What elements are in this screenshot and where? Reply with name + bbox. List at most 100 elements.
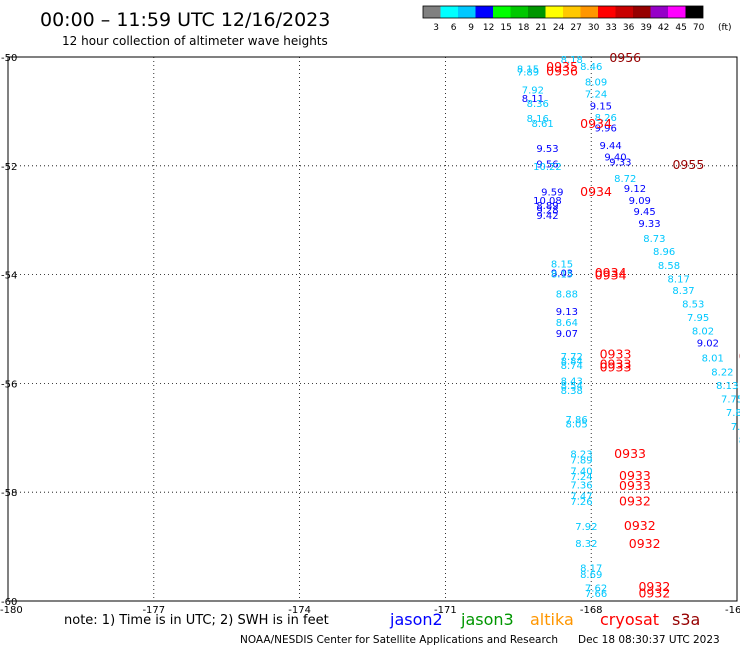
legend-label: 6 — [451, 23, 457, 33]
pass-time-label: 0936 — [546, 64, 578, 79]
swh-point: 8.69 — [580, 570, 602, 581]
satellite-s3a: s3a — [672, 610, 700, 629]
footer-note: note: 1) Time is in UTC; 2) SWH is in fe… — [64, 613, 329, 628]
swh-point: 8.58 — [658, 261, 680, 272]
swh-point: 8.73 — [643, 234, 665, 245]
y-tick-label: -58 — [1, 488, 17, 499]
swh-point: 7.86 — [565, 415, 587, 426]
swh-point: 8.05 — [565, 420, 587, 431]
pass-time-label: 0932 — [638, 579, 670, 594]
swh-point: 7.86 — [726, 408, 740, 419]
swh-point: 8.26 — [595, 113, 617, 124]
pass-time-label: 0934 — [595, 268, 627, 283]
pass-time-label: 0933 — [600, 360, 632, 375]
x-tick-label: -177 — [142, 605, 165, 616]
swh-point: 9.33 — [638, 219, 660, 230]
swh-point: 8.16 — [527, 114, 549, 125]
pass-time-label: 0933 — [619, 468, 651, 483]
legend-swatch — [528, 6, 546, 18]
pass-time-label: 0934 — [595, 265, 627, 280]
swh-point: 8.84 — [561, 357, 583, 368]
legend-label: 18 — [518, 23, 530, 33]
swh-point: 8.32 — [575, 539, 597, 550]
legend-label: 36 — [623, 23, 635, 33]
swh-point: 8.17 — [580, 563, 602, 574]
legend-label: 70 — [693, 23, 705, 33]
wave-height-points: 8.188.468.157.898.097.92 7.248.118.36 9.15… — [517, 55, 740, 600]
swh-point: 7.62 — [585, 583, 607, 594]
swh-point: 9.28 — [536, 205, 558, 216]
legend-label: 3 — [433, 23, 439, 33]
legend-swatch — [545, 6, 563, 18]
legend-label: 39 — [640, 23, 652, 33]
x-tick-label: -180 — [0, 605, 23, 616]
swh-point: 8.15 — [551, 270, 573, 281]
swh-point: 7.66 — [585, 589, 607, 600]
legend-swatch — [423, 6, 441, 18]
satellite-cryosat: cryosat — [600, 610, 659, 629]
swh-point: 8.61 — [531, 119, 553, 130]
pass-time-label: 0956 — [609, 50, 641, 65]
swh-point: 7.40 — [570, 466, 592, 477]
x-tick-label: -168 — [580, 605, 603, 616]
swh-point: 7.24 — [570, 472, 592, 483]
swh-point: 7.24 — [585, 89, 607, 100]
swh-point: 8.96 — [653, 247, 675, 258]
legend-label: 15 — [500, 23, 511, 33]
footer-generated: Dec 18 08:30:37 UTC 2023 — [578, 634, 720, 646]
x-tick-label: -171 — [434, 605, 457, 616]
swh-point: 8.38 — [561, 386, 583, 397]
satellite-legend: jason2 jason3 altika cryosat s3a — [389, 610, 700, 629]
legend-label: 9 — [468, 23, 474, 33]
satellite-jason2: jason2 — [389, 610, 443, 629]
legend-label: 24 — [553, 23, 565, 33]
swh-point: 9.42 — [536, 211, 558, 222]
legend-swatch — [580, 6, 598, 18]
swh-point: 9.03 — [551, 268, 573, 279]
swh-point: 9.02 — [697, 339, 719, 350]
swh-point: 8.36 — [527, 99, 549, 110]
satellite-altika: altika — [530, 610, 574, 629]
pass-time-label: 0932 — [624, 518, 656, 533]
pass-time-label: 0932 — [638, 585, 670, 600]
swh-point: 8.15 — [551, 260, 573, 271]
swh-point: 8.15 — [517, 64, 539, 75]
pass-time-label: 0932 — [619, 493, 651, 508]
pass-time-label: 0934 — [580, 184, 612, 199]
swh-point: 8.88 — [556, 290, 578, 301]
swh-point: 10.22 — [533, 162, 562, 173]
swh-point: 8.23 — [570, 450, 592, 461]
page-title: 00:00 – 11:59 UTC 12/16/2023 — [40, 9, 330, 31]
swh-point: 8.18 — [561, 55, 583, 66]
swh-point: 9.56 — [536, 160, 558, 171]
legend-swatch — [650, 6, 668, 18]
plot-frame — [7, 56, 738, 602]
legend-frame — [422, 5, 704, 19]
swh-point: 8.01 — [702, 353, 724, 364]
pass-time-labels: 0956093509360934095509340934093409330933… — [546, 50, 740, 600]
swh-point: 9.12 — [624, 184, 646, 195]
swh-point: 8.02 — [692, 327, 714, 338]
swh-point: 7.26 — [570, 497, 592, 508]
swh-point: 9.07 — [556, 329, 578, 340]
pass-time-label: 0934 — [580, 116, 612, 131]
swh-point: 9.13 — [556, 307, 578, 318]
swh-point: 7.95 — [687, 313, 709, 324]
swh-point: 8.43 — [561, 377, 583, 388]
legend-swatch — [685, 6, 703, 18]
legend-label: 33 — [605, 23, 616, 33]
swh-point: 7.89 — [570, 456, 592, 467]
swh-point: 7.89 — [517, 68, 539, 79]
swh-point: 8.09 — [585, 77, 607, 88]
color-legend: 3 6 9 12 15 18 21 24 27 30 33 36 39 42 45 70 (ft) — [422, 5, 732, 33]
legend-label: 42 — [658, 23, 669, 33]
legend-label: 30 — [588, 23, 600, 33]
swh-point: 9.33 — [609, 157, 631, 168]
pass-time-label: 0933 — [619, 478, 651, 493]
swh-point: 9.44 — [600, 141, 622, 152]
axis-ticks: -50 -52 -54 -56 -58 -60-180 -177 -174 -171 -168 -1… — [0, 53, 740, 616]
y-tick-label: -56 — [1, 379, 17, 390]
legend-label: 27 — [570, 23, 581, 33]
swh-point: 8.13 — [716, 381, 738, 392]
